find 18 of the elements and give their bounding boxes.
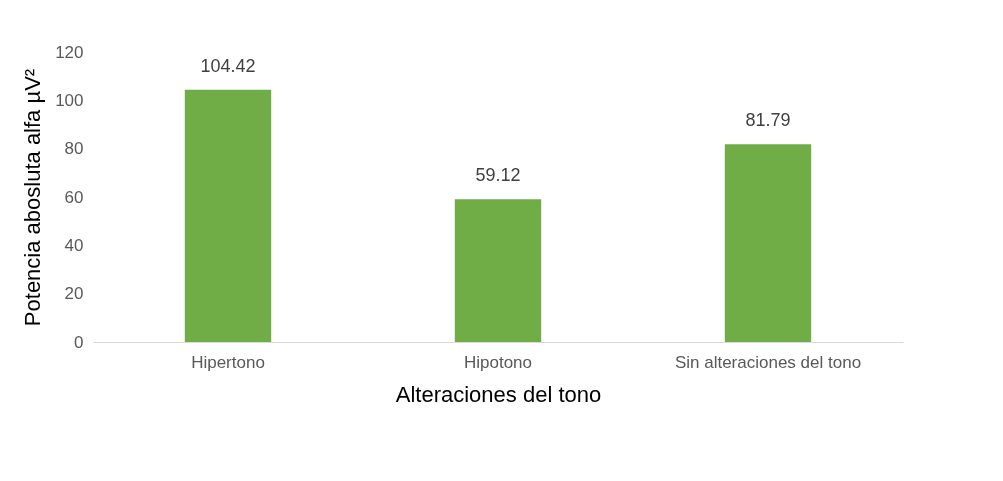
x-tick-label: Hipotono xyxy=(463,352,533,372)
data-label: 59.12 xyxy=(475,165,521,186)
x-tick-label: Sin alteraciones del tono xyxy=(674,352,862,372)
y-tick-label: 20 xyxy=(64,284,84,304)
data-label: 104.42 xyxy=(200,55,256,76)
y-axis-title: Potencia abosluta alfa µV² xyxy=(20,68,46,327)
x-axis-title: Alteraciones del tono xyxy=(395,381,602,407)
y-tick-label: 100 xyxy=(55,90,84,110)
y-tick-label: 60 xyxy=(64,187,84,207)
bar xyxy=(454,199,542,342)
y-tick-label: 40 xyxy=(64,235,84,255)
y-tick-label: 80 xyxy=(64,139,84,159)
y-tick-label: 0 xyxy=(74,332,84,352)
bar xyxy=(724,144,812,342)
bar xyxy=(184,89,272,342)
y-tick-label: 120 xyxy=(55,42,84,62)
data-label: 81.79 xyxy=(745,110,791,131)
x-tick-label: Hipertono xyxy=(191,352,265,372)
